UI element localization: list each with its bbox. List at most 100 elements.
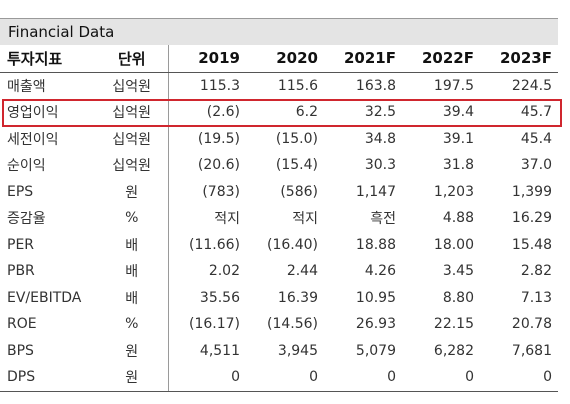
row-value: (16.17)	[188, 316, 240, 333]
row-value: 18.00	[433, 236, 474, 253]
row-value: 0	[480, 364, 558, 392]
row-value: 0	[168, 364, 246, 392]
row-value: 26.93	[355, 316, 396, 333]
row-value: 적지	[292, 211, 318, 228]
row-item-label: EV/EBITDA	[7, 289, 82, 306]
table-row: PER 배 (11.66) (16.40) 18.88 18.00 15.48	[0, 231, 558, 258]
row-value: 115.6	[277, 77, 318, 94]
row-item-label: BPS	[7, 342, 34, 359]
row-value: (14.56)	[266, 316, 318, 333]
row-value: 1,399	[511, 183, 552, 200]
row-value: 39.1	[442, 130, 474, 147]
row-value: 20.78	[511, 316, 552, 333]
row-value: 197.5	[433, 77, 474, 94]
row-value: 16.29	[511, 210, 552, 227]
row-value: 흑전	[370, 211, 396, 228]
row-value: 16.39	[277, 289, 318, 306]
row-value: 10.95	[355, 289, 396, 306]
row-value: 3.45	[442, 263, 474, 280]
row-value: 0	[246, 364, 324, 392]
financial-table: 투자지표 단위 2019 2020 2021F 2022F 2023F 매출액 십…	[0, 45, 558, 392]
row-value: 7.13	[520, 289, 552, 306]
row-value: 45.7	[520, 104, 552, 121]
row-value: 30.3	[364, 157, 396, 174]
header-item: 투자지표	[0, 45, 96, 73]
row-value: (20.6)	[197, 157, 240, 174]
header-2020: 2020	[246, 45, 324, 73]
row-unit: 배	[96, 284, 169, 311]
row-value: (15.0)	[275, 130, 318, 147]
row-value: (586)	[280, 183, 318, 200]
row-value: 4,511	[199, 342, 240, 359]
row-value: (783)	[202, 183, 240, 200]
row-value: 0	[402, 364, 480, 392]
row-value: 45.4	[520, 130, 552, 147]
row-value: 163.8	[355, 77, 396, 94]
row-value: 1,147	[355, 183, 396, 200]
row-value: 37.0	[520, 157, 552, 174]
row-value: (16.40)	[266, 236, 318, 253]
header-2019: 2019	[168, 45, 246, 73]
table-row: PBR 배 2.02 2.44 4.26 3.45 2.82	[0, 258, 558, 285]
table-row: DPS 원 0 0 0 0 0	[0, 364, 558, 392]
row-item-label: DPS	[0, 364, 96, 392]
row-value: 5,079	[355, 342, 396, 359]
row-item-label: 영업이익	[7, 105, 59, 122]
table-row: 증감율% 적지 적지 흑전 4.88 16.29	[0, 205, 558, 232]
row-item-label: 순이익	[7, 158, 46, 175]
row-value: 1,203	[433, 183, 474, 200]
row-unit: %	[96, 205, 169, 232]
row-unit: 원	[96, 337, 169, 364]
row-value: 31.8	[442, 157, 474, 174]
row-value: 18.88	[355, 236, 396, 253]
header-2023f: 2023F	[480, 45, 558, 73]
table-row: EV/EBITDA 배 35.56 16.39 10.95 8.80 7.13	[0, 284, 558, 311]
row-value: (19.5)	[197, 130, 240, 147]
row-item-label: PBR	[7, 263, 35, 280]
row-item-label: EPS	[7, 183, 34, 200]
row-value: 2.82	[520, 263, 552, 280]
row-value: 224.5	[511, 77, 552, 94]
row-value: (15.4)	[275, 157, 318, 174]
table-row: ROE% (16.17) (14.56) 26.93 22.15 20.78	[0, 311, 558, 338]
row-value: 35.56	[199, 289, 240, 306]
row-value: 2.02	[208, 263, 240, 280]
row-value: 115.3	[199, 77, 240, 94]
row-value: 0	[324, 364, 402, 392]
header-2022f: 2022F	[402, 45, 480, 73]
row-item-label: 세전이익	[7, 131, 59, 148]
table-row: 매출액 십억원 115.3 115.6 163.8 197.5 224.5	[0, 72, 558, 99]
row-value: 적지	[214, 211, 240, 228]
row-unit: 십억원	[96, 99, 169, 126]
table-row: EPS 원 (783) (586) 1,147 1,203 1,399	[0, 178, 558, 205]
row-unit: %	[96, 311, 169, 338]
row-value: 22.15	[433, 316, 474, 333]
table-row: 세전이익 십억원 (19.5) (15.0) 34.8 39.1 45.4	[0, 125, 558, 152]
table-row: 영업이익 십억원 (2.6) 6.2 32.5 39.4 45.7	[0, 99, 558, 126]
row-value: (11.66)	[188, 236, 240, 253]
row-unit: 배	[96, 258, 169, 285]
row-value: 3,945	[277, 342, 318, 359]
row-value: 15.48	[511, 236, 552, 253]
row-unit: 배	[96, 231, 169, 258]
header-row: 투자지표 단위 2019 2020 2021F 2022F 2023F	[0, 45, 558, 73]
row-value: 7,681	[511, 342, 552, 359]
row-value: 8.80	[442, 289, 474, 306]
row-unit: 원	[96, 364, 169, 392]
row-value: 2.44	[286, 263, 318, 280]
row-value: 4.88	[442, 210, 474, 227]
row-unit: 십억원	[96, 152, 169, 179]
table-row: BPS 원 4,511 3,945 5,079 6,282 7,681	[0, 337, 558, 364]
row-unit: 십억원	[96, 72, 169, 99]
row-value: 32.5	[364, 104, 396, 121]
header-2021f: 2021F	[324, 45, 402, 73]
row-item-label: ROE	[7, 316, 37, 333]
table-title: Financial Data	[0, 18, 558, 45]
row-item-label: 증감율	[7, 211, 46, 228]
row-value: 39.4	[442, 104, 474, 121]
row-value: (2.6)	[206, 104, 240, 121]
row-value: 6.2	[295, 104, 318, 121]
row-value: 4.26	[364, 263, 396, 280]
row-value: 6,282	[433, 342, 474, 359]
